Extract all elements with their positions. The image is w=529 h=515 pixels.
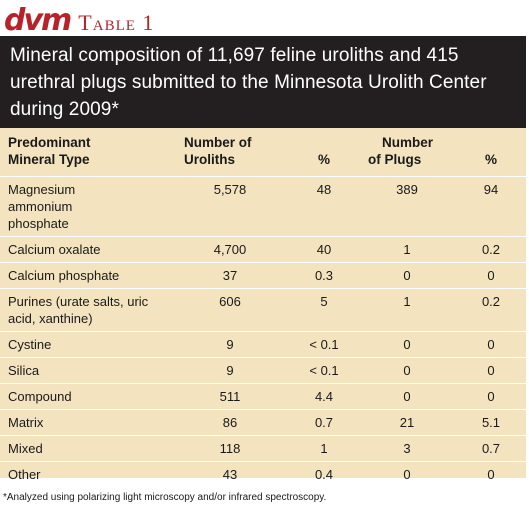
cell-plugs-pct: 5.1 xyxy=(456,409,526,436)
table-row: Cystine 9 < 0.1 0 0 xyxy=(0,331,526,358)
cell-plugs: 21 xyxy=(358,409,456,436)
cell-uroliths: 5,578 xyxy=(170,176,290,237)
dvm-logo: dvm xyxy=(4,3,72,38)
table-row: Magnesium ammonium phosphate 5,578 48 38… xyxy=(0,176,526,237)
cell-mineral-type: Purines (urate salts, uric acid, xanthin… xyxy=(0,288,170,332)
cell-plugs: 1 xyxy=(358,236,456,263)
cell-plugs-pct: 0 xyxy=(456,383,526,410)
table-row: Other 43 0.4 0 0 xyxy=(0,461,526,487)
page-header: dvm Table 1 xyxy=(0,0,529,36)
cell-plugs: 1 xyxy=(358,288,456,332)
table-header-row: Predominant Mineral Type Number of Uroli… xyxy=(0,128,526,177)
table-row: Calcium phosphate 37 0.3 0 0 xyxy=(0,262,526,289)
cell-mineral-type: Cystine xyxy=(0,331,170,358)
cell-mineral-type: Magnesium ammonium phosphate xyxy=(0,176,170,237)
table-label: Table 1 xyxy=(78,10,155,35)
cell-plugs-pct: 0 xyxy=(456,357,526,384)
cell-plugs-pct: 0 xyxy=(456,331,526,358)
cell-plugs: 0 xyxy=(358,262,456,289)
header-plugs-line2: of Plugs xyxy=(368,152,422,167)
cell-plugs-pct: 94 xyxy=(456,176,526,237)
table-title-box: Mineral composition of 11,697 feline uro… xyxy=(0,36,526,128)
header-mineral-line1: Predominant xyxy=(8,135,91,150)
cell-plugs: 0 xyxy=(358,461,456,487)
cell-plugs: 3 xyxy=(358,435,456,462)
table-row: Mixed 118 1 3 0.7 xyxy=(0,435,526,462)
cell-uroliths-pct: 5 xyxy=(290,288,358,332)
cell-uroliths: 37 xyxy=(170,262,290,289)
cell-uroliths-pct: 0.7 xyxy=(290,409,358,436)
cell-plugs: 0 xyxy=(358,383,456,410)
mineral-type-text: Purines (urate salts, uric acid, xanthin… xyxy=(8,294,149,326)
cell-plugs-pct: 0.2 xyxy=(456,288,526,332)
cell-uroliths: 9 xyxy=(170,357,290,384)
table-row: Purines (urate salts, uric acid, xanthin… xyxy=(0,288,526,332)
cell-mineral-type: Compound xyxy=(0,383,170,410)
table-row: Compound 511 4.4 0 0 xyxy=(0,383,526,410)
cell-uroliths-pct: 4.4 xyxy=(290,383,358,410)
table-footnote: *Analyzed using polarizing light microsc… xyxy=(3,492,327,503)
header-uroliths-line2: Uroliths xyxy=(184,152,236,167)
header-mineral-line2: Mineral Type xyxy=(8,152,90,167)
header-uroliths-pct: % xyxy=(317,152,330,167)
table-row: Calcium oxalate 4,700 40 1 0.2 xyxy=(0,236,526,263)
cell-plugs: 0 xyxy=(358,357,456,384)
header-plugs: Number of Plugs xyxy=(358,128,456,177)
header-uroliths: Number of Uroliths xyxy=(170,128,290,177)
cell-uroliths-pct: 48 xyxy=(290,176,358,237)
cell-uroliths-pct: 1 xyxy=(290,435,358,462)
cell-mineral-type: Calcium phosphate xyxy=(0,262,170,289)
cell-uroliths-pct: < 0.1 xyxy=(290,357,358,384)
cell-uroliths: 43 xyxy=(170,461,290,487)
mineral-composition-table: Predominant Mineral Type Number of Uroli… xyxy=(0,128,526,487)
cell-uroliths: 118 xyxy=(170,435,290,462)
table-title: Mineral composition of 11,697 feline uro… xyxy=(10,45,487,120)
table-row: Silica 9 < 0.1 0 0 xyxy=(0,357,526,384)
cell-plugs-pct: 0 xyxy=(456,461,526,487)
cell-plugs-pct: 0 xyxy=(456,262,526,289)
cell-mineral-type: Silica xyxy=(0,357,170,384)
cell-uroliths-pct: 40 xyxy=(290,236,358,263)
cell-uroliths: 9 xyxy=(170,331,290,358)
cell-mineral-type: Calcium oxalate xyxy=(0,236,170,263)
header-uroliths-line1: Number of xyxy=(184,135,252,150)
cell-uroliths: 86 xyxy=(170,409,290,436)
mineral-type-text: Magnesium ammonium phosphate xyxy=(8,182,76,231)
header-plugs-pct: % xyxy=(484,152,497,167)
cell-mineral-type: Matrix xyxy=(0,409,170,436)
cell-plugs: 389 xyxy=(358,176,456,237)
cell-uroliths: 4,700 xyxy=(170,236,290,263)
cell-uroliths-pct: < 0.1 xyxy=(290,331,358,358)
cell-plugs-pct: 0.2 xyxy=(456,236,526,263)
table-row: Matrix 86 0.7 21 5.1 xyxy=(0,409,526,436)
cell-uroliths-pct: 0.3 xyxy=(290,262,358,289)
cell-uroliths: 606 xyxy=(170,288,290,332)
cell-uroliths-pct: 0.4 xyxy=(290,461,358,487)
header-plugs-line1: Number xyxy=(382,135,434,150)
cell-plugs-pct: 0.7 xyxy=(456,435,526,462)
header-mineral-type: Predominant Mineral Type xyxy=(0,128,170,177)
cell-plugs: 0 xyxy=(358,331,456,358)
cell-uroliths: 511 xyxy=(170,383,290,410)
cell-mineral-type: Mixed xyxy=(0,435,170,462)
data-table-container: Predominant Mineral Type Number of Uroli… xyxy=(0,128,526,487)
cell-mineral-type: Other xyxy=(0,461,170,487)
